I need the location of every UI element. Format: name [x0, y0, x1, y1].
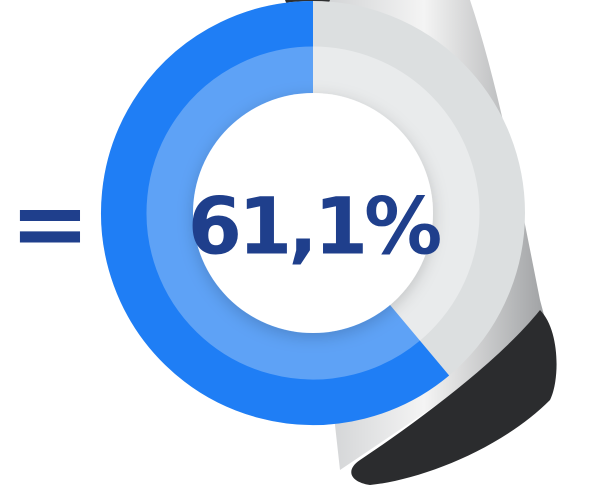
value-label: 61,1%: [188, 182, 440, 272]
prefix: =: [10, 167, 90, 279]
donut: [101, 1, 525, 425]
center-disc: [193, 93, 433, 333]
donut-segment-inner: [146, 46, 420, 380]
donut-segment: [101, 1, 450, 425]
